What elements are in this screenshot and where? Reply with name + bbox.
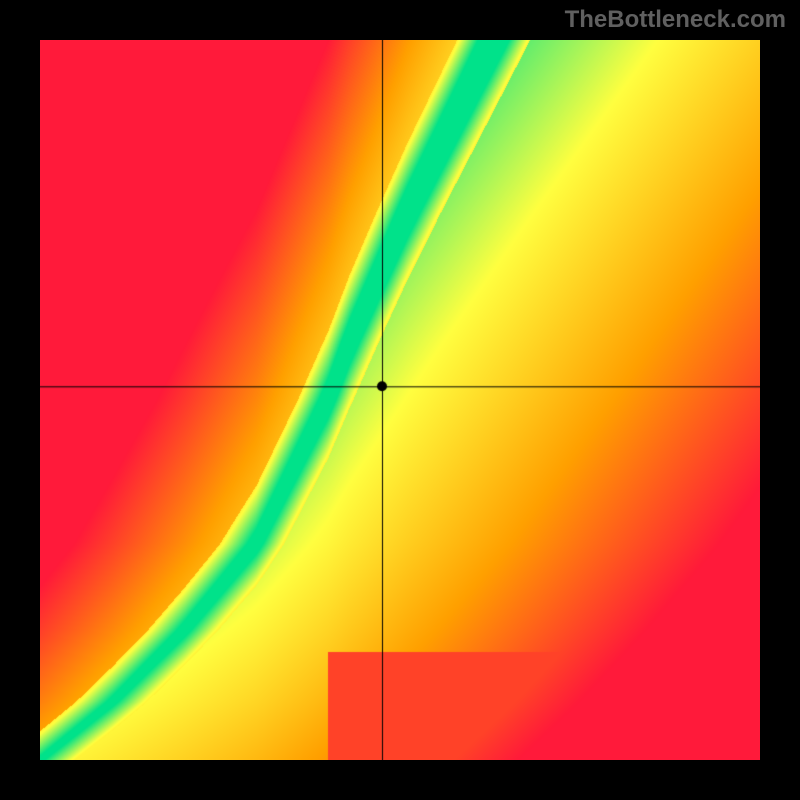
heatmap-plot <box>40 40 760 760</box>
heatmap-canvas <box>40 40 760 760</box>
watermark-text: TheBottleneck.com <box>565 6 786 34</box>
chart-container: TheBottleneck.com <box>0 0 800 800</box>
